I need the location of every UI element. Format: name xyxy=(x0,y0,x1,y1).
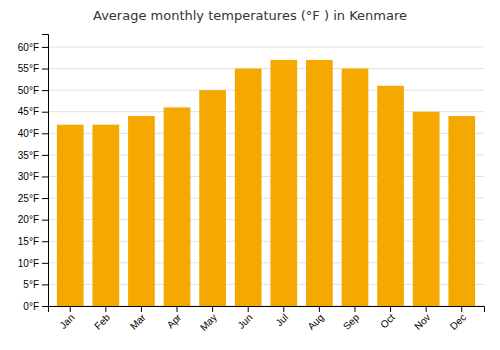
bar xyxy=(342,69,369,306)
bars xyxy=(57,60,475,306)
y-tick: 35°F xyxy=(18,150,48,161)
y-tick-label: 0°F xyxy=(23,301,39,312)
bar xyxy=(164,107,191,306)
x-tick-mark xyxy=(283,306,284,312)
y-tick: 40°F xyxy=(18,128,48,139)
x-axis-line xyxy=(49,307,485,313)
y-tick-mark xyxy=(42,155,48,156)
y-tick-mark xyxy=(42,198,48,199)
bar xyxy=(57,125,84,306)
y-tick: 30°F xyxy=(18,171,48,182)
y-tick: 10°F xyxy=(18,258,48,269)
x-axis: Jan Feb Mar Apr May Jun Jul Aug Sep Oct Nov Dec xyxy=(49,306,485,333)
y-axis: 0°F 5°F 10°F 15°F 20°F 25°F 30°F 35°F 40°F 45°F 50… xyxy=(18,35,49,312)
x-tick-mark xyxy=(105,306,106,312)
plot-area: 0°F 5°F 10°F 15°F 20°F 25°F 30°F 35°F 40°F 45°F 50… xyxy=(18,35,485,333)
x-tick: Feb xyxy=(92,306,112,332)
x-tick-mark xyxy=(212,306,213,312)
x-tick: Oct xyxy=(378,306,397,330)
x-tick-mark xyxy=(141,306,142,312)
bar xyxy=(199,90,226,306)
y-tick: 0°F xyxy=(23,301,48,312)
y-tick-mark xyxy=(42,241,48,242)
chart: 0°F 5°F 10°F 15°F 20°F 25°F 30°F 35°F 40°F 45°F 50… xyxy=(0,0,500,350)
y-tick-mark xyxy=(42,69,48,70)
title: Average monthly temperatures (°F ) in Ke… xyxy=(93,8,407,23)
x-tick: Jun xyxy=(235,306,254,331)
x-tick: Dec xyxy=(448,306,468,332)
x-tick-label: Jun xyxy=(235,312,254,331)
y-tick-label: 55°F xyxy=(18,63,39,74)
x-tick-mark xyxy=(354,306,355,312)
y-tick: 45°F xyxy=(18,106,48,117)
bar xyxy=(306,60,333,306)
y-tick: 20°F xyxy=(18,214,48,225)
x-tick-mark xyxy=(390,306,391,312)
y-axis-line xyxy=(42,35,49,307)
y-tick-mark xyxy=(42,90,48,91)
y-tick: 5°F xyxy=(23,279,48,290)
y-tick-mark xyxy=(42,47,48,48)
grid xyxy=(48,47,484,306)
y-tick-label: 40°F xyxy=(18,128,39,139)
y-tick-mark xyxy=(42,133,48,134)
y-tick: 55°F xyxy=(18,63,48,74)
x-tick-label: May xyxy=(198,312,219,333)
y-tick-mark xyxy=(42,220,48,221)
grid-line xyxy=(48,68,484,69)
y-tick-label: 45°F xyxy=(18,106,39,117)
y-tick-label: 30°F xyxy=(18,171,39,182)
y-tick-label: 10°F xyxy=(18,258,39,269)
x-tick-mark xyxy=(248,306,249,312)
y-tick-label: 25°F xyxy=(18,193,39,204)
x-tick-label: Feb xyxy=(92,311,112,331)
x-tick-label: Sep xyxy=(341,311,362,332)
x-tick-label: Mar xyxy=(128,311,148,331)
x-tick-label: Aug xyxy=(305,312,325,332)
x-tick: Jan xyxy=(57,306,76,331)
x-tick-label: Jul xyxy=(273,312,290,329)
y-tick-label: 20°F xyxy=(18,214,39,225)
x-tick-mark xyxy=(426,306,427,312)
x-tick-mark xyxy=(177,306,178,312)
x-tick: Aug xyxy=(305,306,325,332)
y-tick: 50°F xyxy=(18,85,48,96)
x-tick-mark xyxy=(461,306,462,312)
y-tick: 60°F xyxy=(18,42,48,53)
y-tick-label: 5°F xyxy=(23,279,39,290)
y-tick-mark xyxy=(42,306,48,307)
y-tick: 25°F xyxy=(18,193,48,204)
grid-line xyxy=(48,46,484,47)
x-tick-mark xyxy=(70,306,71,312)
bar xyxy=(128,116,155,306)
x-tick-mark xyxy=(319,306,320,312)
y-tick-mark xyxy=(42,284,48,285)
y-tick-mark xyxy=(42,263,48,264)
x-tick: Nov xyxy=(412,306,432,332)
y-tick-label: 35°F xyxy=(18,150,39,161)
x-tick: Sep xyxy=(341,306,362,332)
bar xyxy=(92,125,119,306)
x-tick: May xyxy=(198,306,219,333)
y-tick-mark xyxy=(42,176,48,177)
x-tick: Jul xyxy=(273,306,290,328)
bar xyxy=(448,116,475,306)
bar xyxy=(413,112,440,306)
x-tick-label: Jan xyxy=(57,312,76,331)
y-tick-label: 15°F xyxy=(18,236,39,247)
x-tick-label: Apr xyxy=(165,311,184,330)
x-tick-label: Dec xyxy=(448,312,468,332)
bar xyxy=(270,60,297,306)
y-tick-mark xyxy=(42,112,48,113)
x-tick-label: Nov xyxy=(412,312,432,332)
x-tick: Mar xyxy=(128,306,148,332)
x-tick-label: Oct xyxy=(378,312,397,331)
bar xyxy=(377,86,404,306)
grid-line xyxy=(48,90,484,91)
x-tick: Apr xyxy=(165,306,184,330)
bar xyxy=(235,69,262,306)
y-tick-label: 50°F xyxy=(18,85,39,96)
y-tick: 15°F xyxy=(18,236,48,247)
y-tick-label: 60°F xyxy=(18,42,39,53)
